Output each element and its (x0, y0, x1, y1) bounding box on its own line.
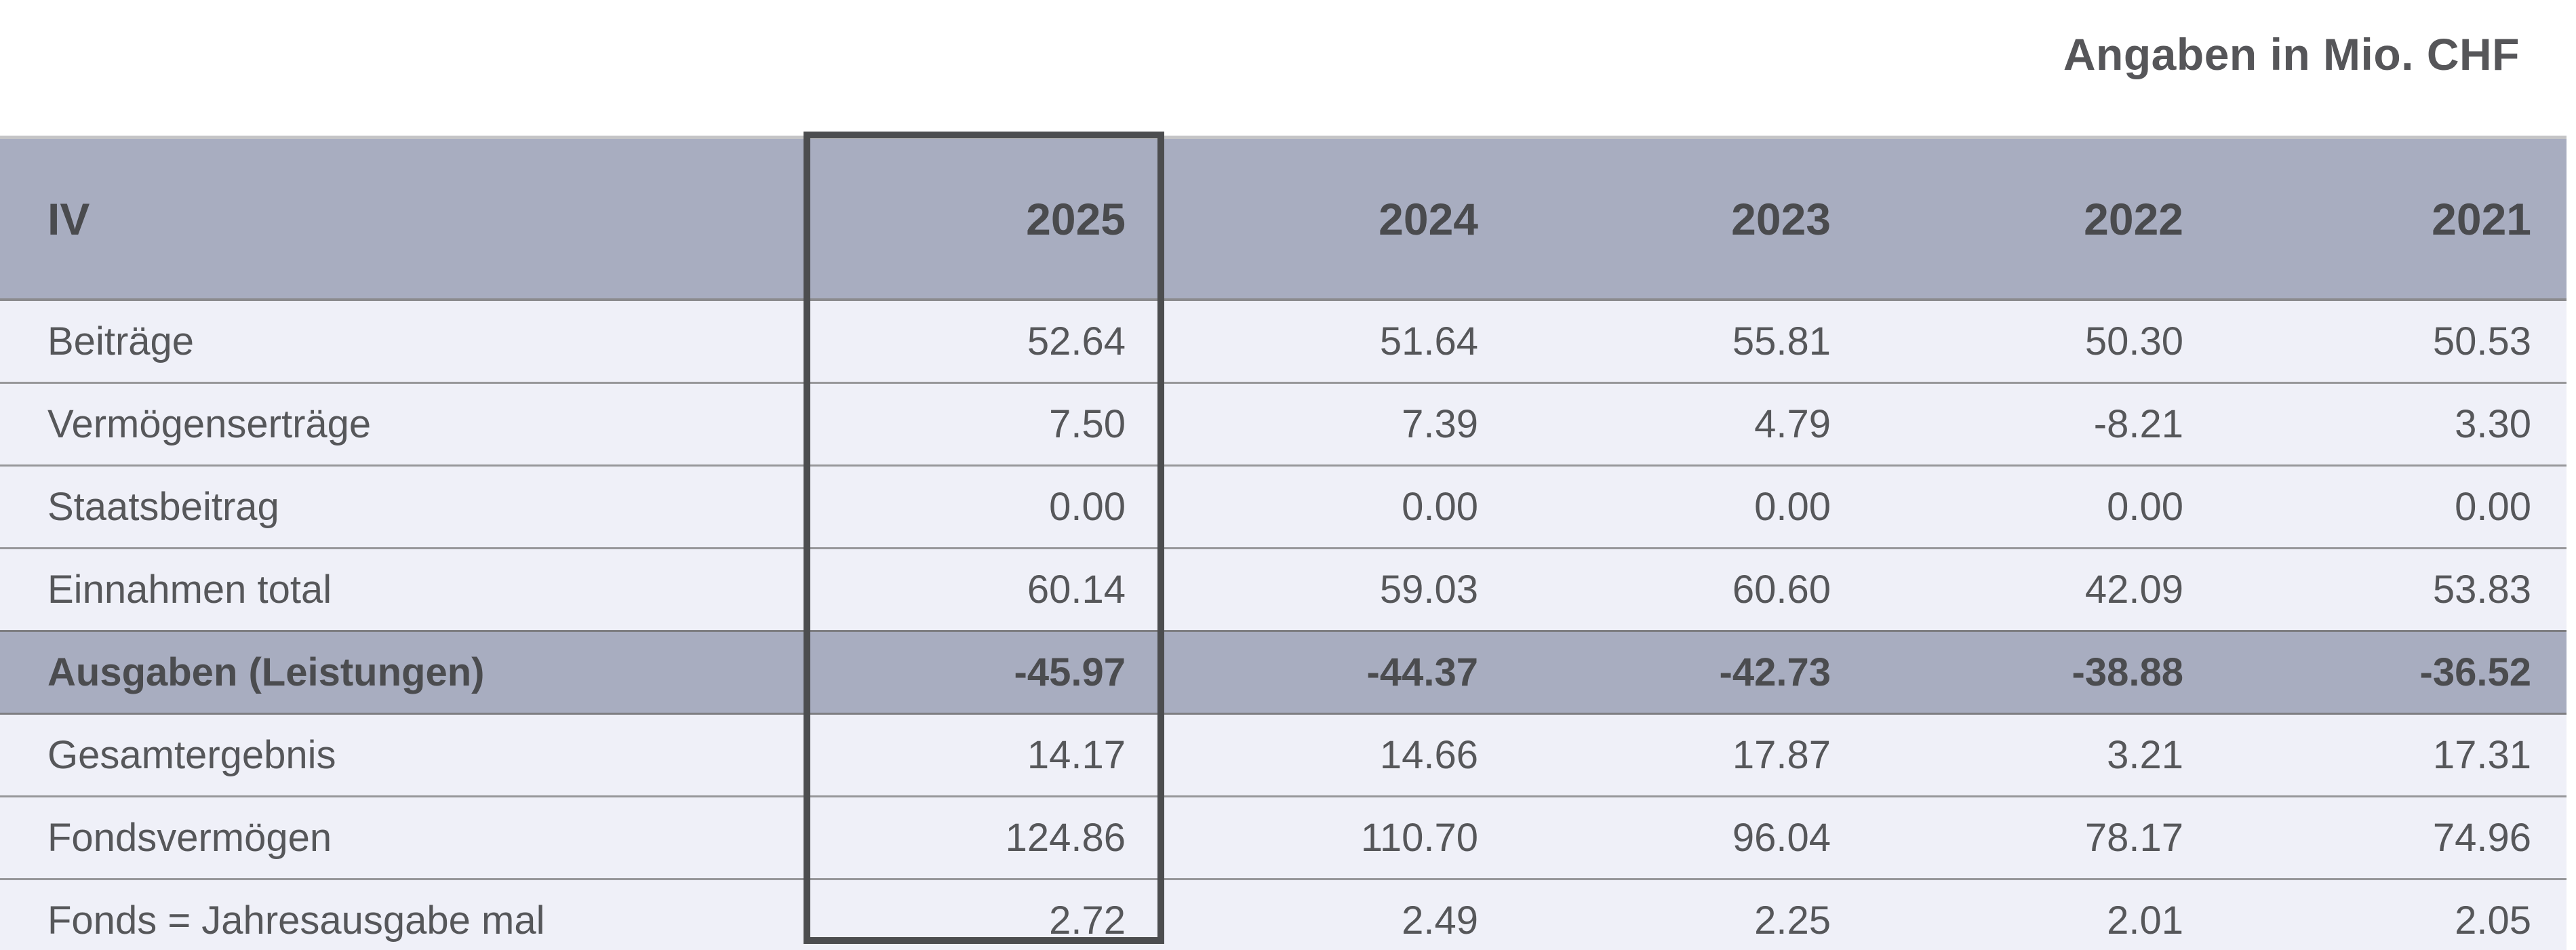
table-row-beitraege: Beiträge 52.64 51.64 55.81 50.30 50.53 (0, 298, 2567, 383)
table-row-vermoegensertraege: Vermögenserträge 7.50 7.39 4.79 -8.21 3.… (0, 382, 2567, 466)
cell-value: 0.00 (1161, 464, 1513, 549)
cell-value: 14.17 (807, 713, 1161, 797)
units-note: Angaben in Mio. CHF (2063, 29, 2520, 79)
row-label: Ausgaben (Leistungen) (0, 630, 807, 715)
row-label: Einnahmen total (0, 547, 807, 631)
finance-table: IV 2025 2024 2023 2022 2021 Beiträge 52.… (0, 136, 2567, 950)
cell-value: 2.49 (1161, 878, 1513, 950)
col-header-2024: 2024 (1161, 137, 1513, 300)
cell-value: 2.25 (1513, 878, 1866, 950)
cell-value: -38.88 (1866, 630, 2219, 715)
cell-value: -8.21 (1866, 382, 2219, 466)
row-label: Fonds = Jahresausgabe mal (0, 878, 807, 950)
cell-value: -44.37 (1161, 630, 1513, 715)
cell-value: -36.52 (2219, 630, 2567, 715)
cell-value: 17.31 (2219, 713, 2567, 797)
cell-value: 52.64 (807, 298, 1161, 383)
row-label: Fondsvermögen (0, 795, 807, 879)
cell-value: 2.05 (2219, 878, 2567, 950)
table-row-gesamtergebnis: Gesamtergebnis 14.17 14.66 17.87 3.21 17… (0, 713, 2567, 797)
cell-value: 55.81 (1513, 298, 1866, 383)
row-label: Gesamtergebnis (0, 713, 807, 797)
cell-value: 50.30 (1866, 298, 2219, 383)
cell-value: 7.50 (807, 382, 1161, 466)
cell-value: 0.00 (1513, 464, 1866, 549)
cell-value: 0.00 (1866, 464, 2219, 549)
cell-value: 7.39 (1161, 382, 1513, 466)
cell-value: -42.73 (1513, 630, 1866, 715)
cell-value: 17.87 (1513, 713, 1866, 797)
header-row: IV 2025 2024 2023 2022 2021 (0, 137, 2567, 300)
cell-value: 4.79 (1513, 382, 1866, 466)
table-row-staatsbeitrag: Staatsbeitrag 0.00 0.00 0.00 0.00 0.00 (0, 464, 2567, 549)
cell-value: 2.72 (807, 878, 1161, 950)
cell-value: 96.04 (1513, 795, 1866, 879)
cell-value: 51.64 (1161, 298, 1513, 383)
cell-value: 3.30 (2219, 382, 2567, 466)
row-label: Vermögenserträge (0, 382, 807, 466)
col-header-2025: 2025 (807, 137, 1161, 300)
table-row-ausgaben-leistungen: Ausgaben (Leistungen) -45.97 -44.37 -42.… (0, 630, 2567, 715)
cell-value: 60.60 (1513, 547, 1866, 631)
cell-value: 59.03 (1161, 547, 1513, 631)
cell-value: 53.83 (2219, 547, 2567, 631)
col-header-2022: 2022 (1866, 137, 2219, 300)
col-header-2023: 2023 (1513, 137, 1866, 300)
cell-value: 74.96 (2219, 795, 2567, 879)
table-row-fondsvermoegen: Fondsvermögen 124.86 110.70 96.04 78.17 … (0, 795, 2567, 879)
cell-value: 60.14 (807, 547, 1161, 631)
cell-value: -45.97 (807, 630, 1161, 715)
finance-table-wrap: IV 2025 2024 2023 2022 2021 Beiträge 52.… (0, 132, 2567, 950)
header-label-iv: IV (0, 137, 807, 300)
row-label: Beiträge (0, 298, 807, 383)
cell-value: 42.09 (1866, 547, 2219, 631)
cell-value: 3.21 (1866, 713, 2219, 797)
table-row-fonds-jahresausgabe: Fonds = Jahresausgabe mal 2.72 2.49 2.25… (0, 878, 2567, 950)
cell-value: 78.17 (1866, 795, 2219, 879)
table-row-einnahmen-total: Einnahmen total 60.14 59.03 60.60 42.09 … (0, 547, 2567, 631)
cell-value: 0.00 (2219, 464, 2567, 549)
col-header-2021: 2021 (2219, 137, 2567, 300)
cell-value: 124.86 (807, 795, 1161, 879)
cell-value: 2.01 (1866, 878, 2219, 950)
row-label: Staatsbeitrag (0, 464, 807, 549)
cell-value: 14.66 (1161, 713, 1513, 797)
cell-value: 0.00 (807, 464, 1161, 549)
cell-value: 110.70 (1161, 795, 1513, 879)
cell-value: 50.53 (2219, 298, 2567, 383)
